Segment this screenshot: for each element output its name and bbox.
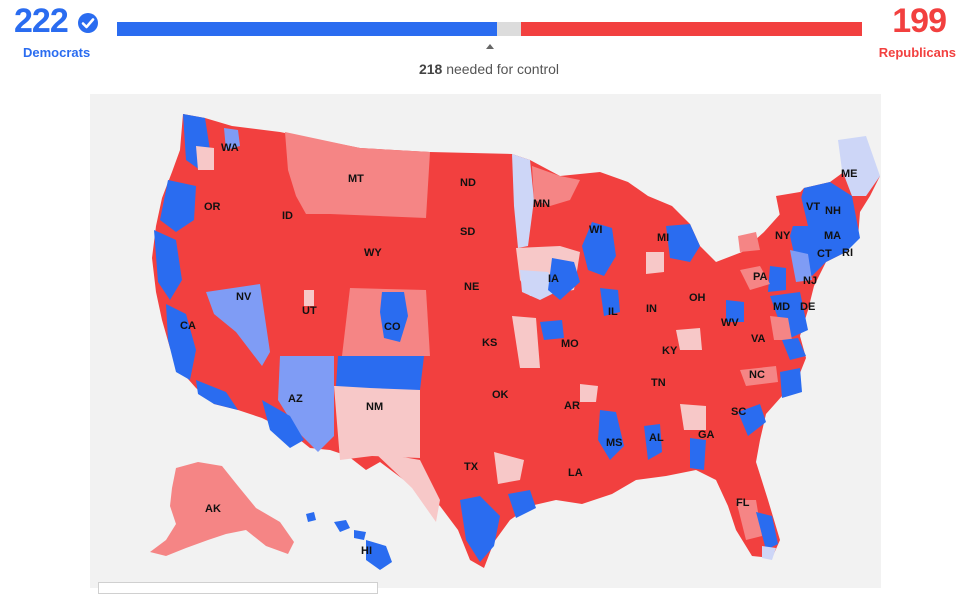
majority-needed-text: 218 needed for control <box>0 61 968 77</box>
state-label-ri[interactable]: RI <box>842 247 853 259</box>
state-label-ak[interactable]: AK <box>205 503 221 515</box>
check-circle-icon <box>78 13 98 33</box>
state-label-in[interactable]: IN <box>646 303 657 315</box>
state-label-ks[interactable]: KS <box>482 337 497 349</box>
state-label-ne[interactable]: NE <box>464 281 479 293</box>
state-label-ia[interactable]: IA <box>548 273 559 285</box>
house-results-map[interactable]: WA OR CA NV ID MT WY UT AZ CO NM ND SD N… <box>90 94 881 588</box>
rep-party-label: Republicans <box>878 45 956 60</box>
state-label-nd[interactable]: ND <box>460 177 476 189</box>
majority-needed-label: needed for control <box>446 61 560 77</box>
district-overlays <box>154 114 880 562</box>
state-label-wv[interactable]: WV <box>721 317 739 329</box>
state-label-mt[interactable]: MT <box>348 173 364 185</box>
state-label-fl[interactable]: FL <box>736 497 750 509</box>
us-map-svg[interactable]: WA OR CA NV ID MT WY UT AZ CO NM ND SD N… <box>90 94 881 588</box>
state-label-la[interactable]: LA <box>568 467 583 479</box>
state-label-mo[interactable]: MO <box>561 338 579 350</box>
legend-panel <box>98 582 378 594</box>
state-label-co[interactable]: CO <box>384 321 401 333</box>
state-label-mn[interactable]: MN <box>533 198 550 210</box>
dem-seat-count: 222 <box>14 2 69 40</box>
state-label-id[interactable]: ID <box>282 210 293 222</box>
state-label-nv[interactable]: NV <box>236 291 252 303</box>
scoreboard: 222 Democrats 218 needed for control 199… <box>0 0 968 90</box>
alaska-shape <box>150 462 294 556</box>
state-label-ca[interactable]: CA <box>180 320 196 332</box>
state-label-pa[interactable]: PA <box>753 271 768 283</box>
state-label-tn[interactable]: TN <box>651 377 666 389</box>
state-label-wy[interactable]: WY <box>364 247 382 259</box>
state-label-al[interactable]: AL <box>649 432 664 444</box>
state-label-ky[interactable]: KY <box>662 345 678 357</box>
state-label-ny[interactable]: NY <box>775 230 791 242</box>
state-label-ct[interactable]: CT <box>817 248 832 260</box>
state-label-nh[interactable]: NH <box>825 205 841 217</box>
state-label-wa[interactable]: WA <box>221 142 239 154</box>
state-label-md[interactable]: MD <box>773 301 790 313</box>
state-label-nc[interactable]: NC <box>749 369 765 381</box>
state-label-ma[interactable]: MA <box>824 230 841 242</box>
dem-party-label: Democrats <box>23 45 91 60</box>
seat-progress-bar <box>117 22 862 36</box>
state-label-mi[interactable]: MI <box>657 232 669 244</box>
dem-seat-bar <box>117 22 498 36</box>
state-label-nm[interactable]: NM <box>366 401 383 413</box>
state-label-hi[interactable]: HI <box>361 545 372 557</box>
state-label-tx[interactable]: TX <box>464 461 479 473</box>
majority-needed-number: 218 <box>418 61 443 77</box>
state-label-oh[interactable]: OH <box>689 292 706 304</box>
hawaii-shape <box>306 512 392 570</box>
state-label-az[interactable]: AZ <box>288 393 303 405</box>
state-label-me[interactable]: ME <box>841 168 858 180</box>
state-label-ok[interactable]: OK <box>492 389 509 401</box>
rep-seat-count: 199 <box>892 2 947 40</box>
state-label-sd[interactable]: SD <box>460 226 475 238</box>
state-label-de[interactable]: DE <box>800 301 815 313</box>
majority-marker-icon <box>486 44 494 49</box>
state-label-ga[interactable]: GA <box>698 429 715 441</box>
state-labels: WA OR CA NV ID MT WY UT AZ CO NM ND SD N… <box>180 142 858 557</box>
state-label-wi[interactable]: WI <box>589 224 602 236</box>
state-label-ar[interactable]: AR <box>564 400 580 412</box>
state-label-vt[interactable]: VT <box>806 201 820 213</box>
state-label-il[interactable]: IL <box>608 306 618 318</box>
state-label-or[interactable]: OR <box>204 201 221 213</box>
state-label-ut[interactable]: UT <box>302 305 317 317</box>
state-label-va[interactable]: VA <box>751 333 766 345</box>
state-label-sc[interactable]: SC <box>731 406 746 418</box>
state-label-nj[interactable]: NJ <box>803 275 817 287</box>
rep-seat-bar <box>521 22 862 36</box>
state-label-ms[interactable]: MS <box>606 437 623 449</box>
